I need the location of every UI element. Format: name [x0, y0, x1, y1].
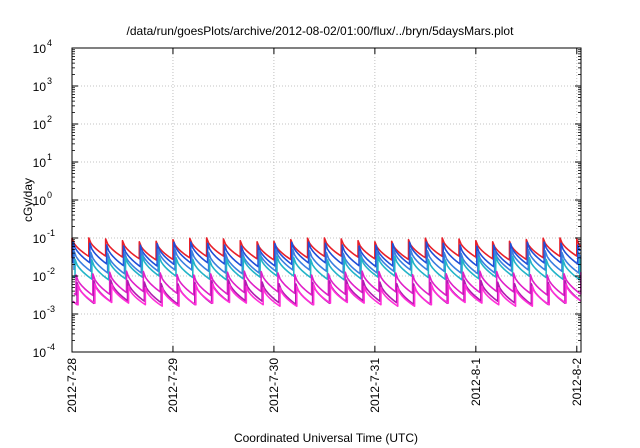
y-tick-label: 10: [33, 156, 47, 170]
y-tick-exponent: 4: [47, 38, 52, 48]
series-line-4: [72, 255, 581, 281]
y-tick-label: 10: [33, 42, 47, 56]
y-tick-exponent: 1: [47, 152, 52, 162]
y-tick-exponent: 3: [47, 76, 52, 86]
y-tick-exponent: -1: [47, 228, 55, 238]
series-line-2: [72, 241, 581, 268]
y-tick-exponent: 0: [47, 190, 52, 200]
y-tick-exponent: -3: [47, 304, 55, 314]
x-tick-label: 2012-8-1: [469, 358, 483, 406]
x-tick-label: 2012-7-28: [65, 358, 79, 413]
y-tick-label: 10: [33, 194, 47, 208]
x-tick-labels: 2012-7-28 2012-7-29 2012-7-30 2012-7-31 2012…: [65, 358, 584, 413]
x-tick-label: 2012-7-31: [368, 358, 382, 413]
plot-frame: [71, 47, 582, 353]
x-axis-label: Coordinated Universal Time (UTC): [234, 431, 418, 445]
y-tick-label: 10: [33, 118, 47, 132]
y-tick-label: 10: [33, 346, 47, 360]
series-line-5: [73, 270, 582, 297]
y-tick-exponent: -4: [47, 342, 55, 352]
x-tick-label: 2012-8-2: [570, 358, 584, 406]
series-line-3: [73, 248, 582, 275]
x-tick-label: 2012-7-29: [166, 358, 180, 413]
y-tick-label: 10: [33, 232, 47, 246]
series-group: [71, 237, 582, 308]
y-tick-label: 10: [33, 308, 47, 322]
x-tick-label: 2012-7-30: [267, 358, 281, 413]
y-tick-exponent: -2: [47, 266, 55, 276]
y-tick-exponent: 2: [47, 114, 52, 124]
y-tick-label: 10: [33, 270, 47, 284]
y-axis-label: cGy/day: [21, 178, 35, 222]
grid: [72, 48, 581, 352]
chart-title: /data/run/goesPlots/archive/2012-08-02/0…: [127, 24, 515, 38]
series-line-7: [73, 283, 582, 308]
series-line-1: [71, 237, 582, 261]
y-tick-label: 10: [33, 80, 47, 94]
